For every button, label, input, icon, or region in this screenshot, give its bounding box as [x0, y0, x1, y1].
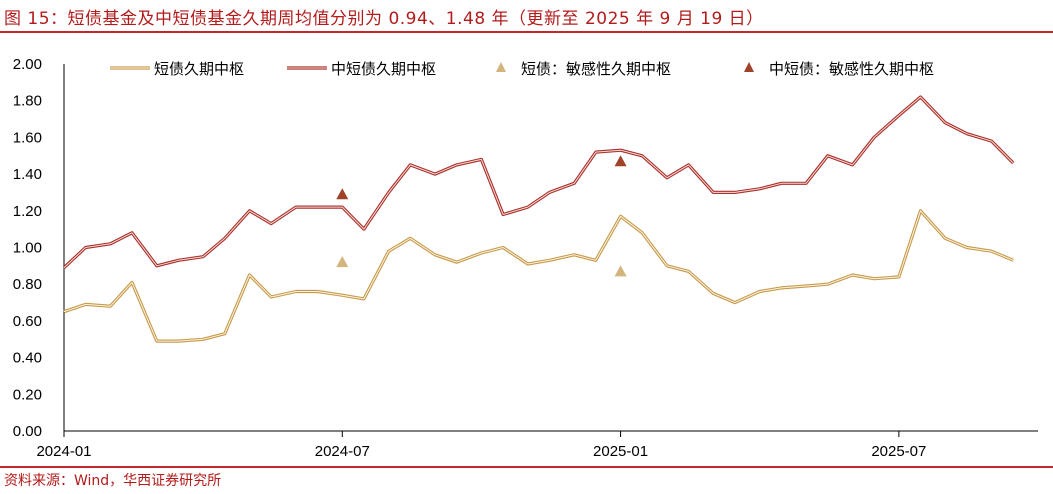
y-tick-label: 1.20	[13, 203, 42, 220]
figure-title: 图 15：短债基金及中短债基金久期周均值分别为 0.94、1.48 年（更新至 …	[4, 9, 764, 29]
source-divider	[0, 466, 1053, 468]
legend-swatch-marker	[744, 62, 754, 72]
y-tick-label: 0.60	[13, 313, 42, 330]
x-tick-label: 2025-07	[871, 443, 926, 460]
y-tick-label: 2.00	[13, 56, 42, 73]
y-tick-label: 0.80	[13, 276, 42, 293]
x-tick-label: 2024-07	[315, 443, 370, 460]
series-marker-3	[614, 155, 627, 167]
legend-label: 短债久期中枢	[154, 60, 244, 78]
series-line-1	[62, 95, 1015, 269]
series-line-highlight-0	[63, 210, 1014, 342]
y-tick-label: 0.00	[13, 423, 42, 440]
series-marker-2	[614, 265, 627, 277]
y-tick-label: 1.60	[13, 129, 42, 146]
legend-label: 短债：敏感性久期中枢	[521, 60, 671, 78]
x-tick-label: 2024-01	[36, 443, 91, 460]
y-tick-label: 1.80	[13, 93, 42, 110]
legend-label: 中短债久期中枢	[331, 60, 436, 78]
duration-chart: 0.00 0.20 0.40 0.60 0.80 1.00 1.20 1.40 1.60 1.80…	[13, 56, 1038, 460]
series-line-highlight-1	[63, 96, 1014, 269]
x-tick-label: 2025-01	[593, 443, 648, 460]
legend: 短债久期中枢 中短债久期中枢 短债：敏感性久期中枢 中短债：敏感性久期中枢	[110, 60, 934, 78]
legend-swatch-marker	[496, 62, 506, 72]
source-note: 资料来源：Wind，华西证券研究所	[4, 473, 222, 489]
series-line-0	[63, 209, 1014, 343]
y-tick-label: 1.40	[13, 166, 42, 183]
axes: 0.00 0.20 0.40 0.60 0.80 1.00 1.20 1.40 1.60 1.80…	[13, 56, 1038, 460]
y-tick-label: 0.20	[13, 386, 42, 403]
series-marker-3	[336, 188, 349, 200]
y-tick-label: 1.00	[13, 240, 42, 257]
series-layer	[62, 95, 1015, 343]
y-tick-label: 0.40	[13, 350, 42, 367]
series-marker-2	[336, 256, 349, 268]
title-divider	[0, 31, 1053, 33]
legend-label: 中短债：敏感性久期中枢	[769, 60, 934, 78]
